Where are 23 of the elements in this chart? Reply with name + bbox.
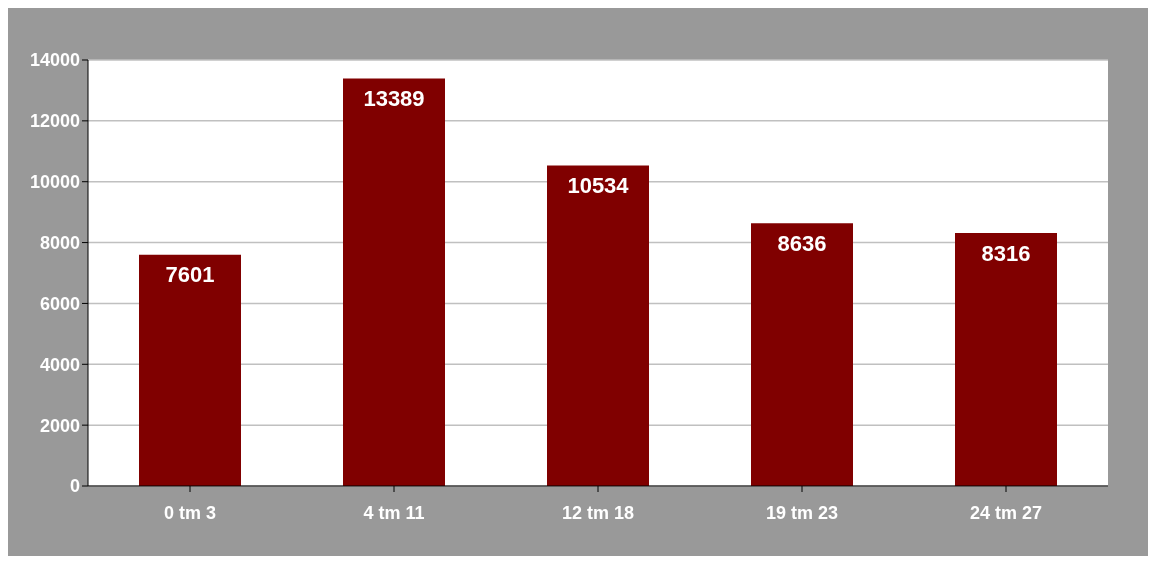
data-label: 7601 [165, 262, 215, 288]
data-label: 13389 [363, 86, 425, 112]
x-tick-label: 4 tm 11 [363, 502, 425, 523]
bar [139, 254, 241, 486]
y-tick-label: 2000 [39, 415, 80, 436]
x-tick-label: 24 tm 27 [969, 502, 1043, 523]
y-tick-label: 14000 [29, 50, 80, 71]
y-tick-label: 8000 [39, 232, 80, 253]
data-label: 8636 [777, 230, 827, 256]
x-tick-label: 19 tm 23 [765, 502, 839, 523]
bar [343, 78, 445, 486]
y-tick-label: 6000 [39, 293, 80, 314]
bar [751, 223, 853, 486]
y-tick-label: 12000 [29, 111, 80, 132]
bar [547, 165, 649, 486]
data-label: 8316 [981, 240, 1031, 266]
y-tick-label: 0 [69, 476, 80, 497]
bar [955, 232, 1057, 486]
y-tick-label: 10000 [29, 172, 80, 193]
y-tick-label: 4000 [39, 354, 80, 375]
x-tick-label: 0 tm 3 [163, 502, 217, 523]
data-label: 10534 [567, 173, 630, 199]
x-tick-label: 12 tm 18 [561, 502, 635, 523]
